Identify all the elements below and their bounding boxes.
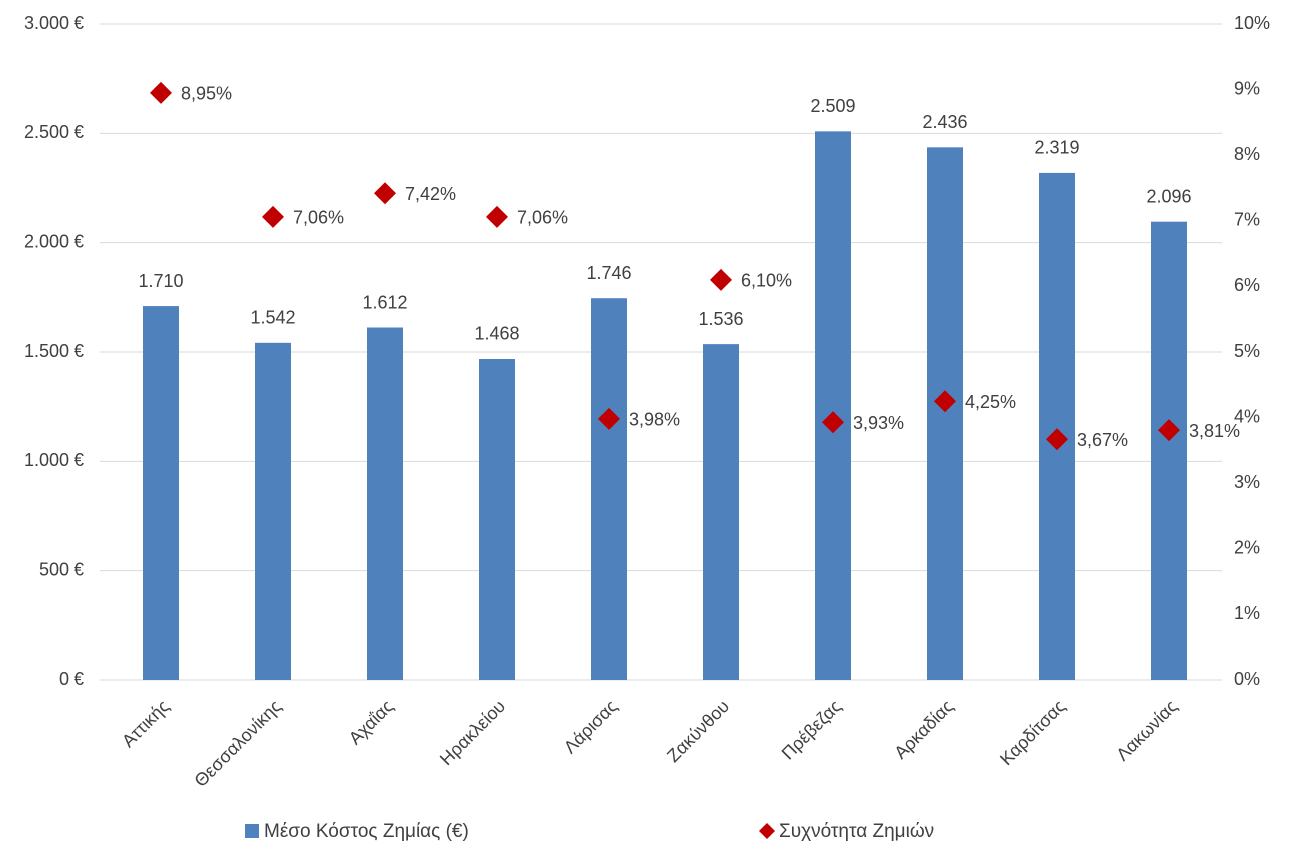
y2-tick-label: 5% bbox=[1234, 341, 1260, 361]
marker-value-label: 7,42% bbox=[405, 184, 456, 204]
bar-value-label: 2.436 bbox=[922, 112, 967, 132]
bar-value-label: 2.096 bbox=[1146, 186, 1191, 206]
x-tick-label: Λάρισας bbox=[560, 696, 622, 758]
y-tick-label: 500 € bbox=[39, 559, 84, 579]
x-tick-label: Θεσσαλονίκης bbox=[190, 696, 285, 791]
bar bbox=[255, 342, 291, 680]
diamond-marker bbox=[486, 205, 508, 228]
y2-tick-label: 0% bbox=[1234, 669, 1260, 689]
marker-value-label: 4,25% bbox=[965, 392, 1016, 412]
bar-value-label: 2.319 bbox=[1034, 138, 1079, 158]
y2-tick-label: 7% bbox=[1234, 210, 1260, 230]
legend-swatch bbox=[759, 823, 775, 839]
marker-value-label: 3,67% bbox=[1077, 430, 1128, 450]
diamond-marker bbox=[934, 390, 956, 413]
y-tick-label: 1.500 € bbox=[24, 341, 84, 361]
diamond-marker bbox=[822, 411, 844, 434]
x-tick-label: Καρδίτσας bbox=[996, 696, 1069, 769]
diamond-marker bbox=[374, 182, 396, 205]
marker-value-label: 3,98% bbox=[629, 410, 680, 430]
x-tick-label: Λακωνίας bbox=[1112, 696, 1181, 765]
bar bbox=[815, 131, 851, 680]
x-tick-label: Αττικής bbox=[118, 696, 173, 751]
y-tick-label: 1.000 € bbox=[24, 450, 84, 470]
marker-value-label: 8,95% bbox=[181, 84, 232, 104]
marker-value-label: 7,06% bbox=[517, 208, 568, 228]
y2-tick-label: 10% bbox=[1234, 13, 1270, 33]
y2-tick-label: 1% bbox=[1234, 603, 1260, 623]
bar bbox=[927, 147, 963, 680]
bar bbox=[591, 298, 627, 680]
y2-tick-label: 4% bbox=[1234, 406, 1260, 426]
bar-value-label: 1.612 bbox=[362, 292, 407, 312]
y2-tick-label: 9% bbox=[1234, 78, 1260, 98]
x-tick-label: Πρέβεζας bbox=[778, 696, 846, 764]
bar-value-label: 1.746 bbox=[586, 263, 631, 283]
bar-value-label: 2.509 bbox=[810, 96, 855, 116]
y2-tick-label: 8% bbox=[1234, 144, 1260, 164]
diamond-marker bbox=[1046, 428, 1068, 451]
bar-value-label: 1.536 bbox=[698, 309, 743, 329]
legend-swatch bbox=[245, 824, 259, 838]
bar bbox=[1151, 221, 1187, 680]
marker-value-label: 6,10% bbox=[741, 271, 792, 291]
diamond-marker bbox=[710, 268, 732, 291]
y2-tick-label: 3% bbox=[1234, 472, 1260, 492]
x-tick-label: Ηρακλείου bbox=[436, 696, 509, 769]
legend-label: Μέσο Κόστος Ζημίας (€) bbox=[264, 821, 469, 842]
diamond-marker bbox=[262, 205, 284, 228]
marker-value-label: 3,81% bbox=[1189, 421, 1240, 441]
y-tick-label: 0 € bbox=[59, 669, 84, 689]
legend-label: Συχνότητα Ζημιών bbox=[779, 821, 934, 842]
bar bbox=[367, 327, 403, 680]
bar bbox=[1039, 172, 1075, 681]
marker-value-label: 7,06% bbox=[293, 208, 344, 228]
x-tick-label: Ζακύνθου bbox=[663, 696, 733, 766]
y2-tick-label: 6% bbox=[1234, 275, 1260, 295]
bar-value-label: 1.542 bbox=[250, 308, 295, 328]
y-tick-label: 3.000 € bbox=[24, 13, 84, 33]
bar bbox=[479, 358, 515, 680]
x-tick-label: Αχαΐας bbox=[345, 696, 398, 749]
diamond-marker bbox=[598, 407, 620, 430]
diamond-marker bbox=[150, 81, 172, 104]
y-tick-label: 2.500 € bbox=[24, 122, 84, 142]
y-tick-label: 2.000 € bbox=[24, 231, 84, 251]
bar bbox=[143, 306, 179, 680]
diamond-marker bbox=[1158, 419, 1180, 442]
bar-value-label: 1.468 bbox=[474, 324, 519, 344]
bar bbox=[703, 344, 739, 680]
y2-tick-label: 2% bbox=[1234, 538, 1260, 558]
bar-value-label: 1.710 bbox=[138, 271, 183, 291]
marker-value-label: 3,93% bbox=[853, 413, 904, 433]
x-tick-label: Αρκαδίας bbox=[890, 696, 957, 763]
